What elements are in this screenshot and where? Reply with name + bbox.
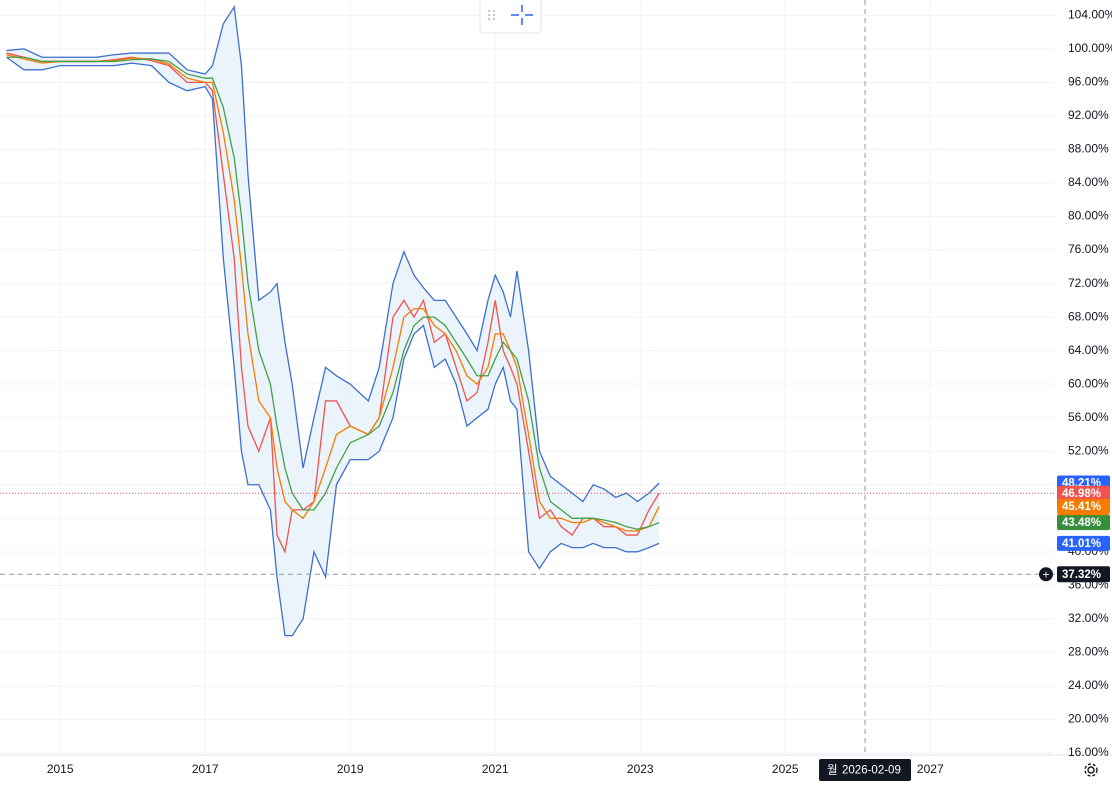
- y-tick-label: 60.00%: [1068, 376, 1109, 390]
- add-button[interactable]: [1039, 567, 1053, 582]
- y-tick-label: 56.00%: [1068, 410, 1109, 424]
- crosshair-weekday: 월: [827, 764, 838, 777]
- x-tick-label: 2015: [47, 762, 74, 776]
- price-label-box: [1057, 498, 1110, 514]
- price-label-box: [1057, 535, 1110, 551]
- series-line: [6, 56, 660, 637]
- price-label-box: [1057, 515, 1110, 531]
- y-tick-label: 80.00%: [1068, 209, 1109, 223]
- x-tick-label: 2025: [772, 762, 799, 776]
- y-tick-label: 100.00%: [1068, 41, 1112, 55]
- y-tick-label: 104.00%: [1068, 8, 1112, 22]
- y-tick-label: 88.00%: [1068, 142, 1109, 156]
- y-tick-label: 16.00%: [1068, 745, 1109, 759]
- y-tick-label: 96.00%: [1068, 75, 1109, 89]
- price-label-box: [1057, 485, 1110, 501]
- y-tick-label: 68.00%: [1068, 309, 1109, 323]
- x-tick-label: 2017: [192, 762, 219, 776]
- x-tick-label: 2021: [482, 762, 509, 776]
- band-fill: [6, 6, 660, 636]
- y-tick-label: 92.00%: [1068, 108, 1109, 122]
- add-icon: +: [1042, 567, 1049, 581]
- x-tick-label: 2023: [627, 762, 654, 776]
- settings-button[interactable]: [1084, 763, 1098, 777]
- y-tick-label: 64.00%: [1068, 343, 1109, 357]
- price-label: 41.01%: [1062, 538, 1101, 550]
- crosshair-y-box: [1057, 566, 1110, 583]
- crosshair-x-box: [819, 759, 912, 781]
- drag-handle[interactable]: [488, 10, 495, 20]
- y-tick-label: 24.00%: [1068, 678, 1109, 692]
- x-tick-label: 2019: [337, 762, 364, 776]
- y-tick-label: 84.00%: [1068, 175, 1109, 189]
- y-tick-label: 28.00%: [1068, 645, 1109, 659]
- series-line: [6, 56, 660, 530]
- y-tick-label: 32.00%: [1068, 611, 1109, 625]
- toolbar[interactable]: [479, 0, 542, 34]
- toolbar-box[interactable]: [479, 0, 542, 34]
- crosshair-tool[interactable]: [511, 5, 533, 25]
- y-tick-label: 72.00%: [1068, 276, 1109, 290]
- series-line: [6, 54, 660, 532]
- crosshair-x-label: 2026-02-09: [842, 765, 901, 777]
- price-label: 45.41%: [1062, 501, 1101, 513]
- price-label: 46.98%: [1062, 488, 1101, 500]
- crosshair-y-label: 37.32%: [1062, 569, 1101, 581]
- y-tick-label: 76.00%: [1068, 242, 1109, 256]
- series-line: [6, 5, 660, 503]
- y-tick-label: 52.00%: [1068, 443, 1109, 457]
- price-label: 43.48%: [1062, 517, 1101, 529]
- x-tick-label: 2027: [917, 762, 944, 776]
- y-tick-label: 20.00%: [1068, 712, 1109, 726]
